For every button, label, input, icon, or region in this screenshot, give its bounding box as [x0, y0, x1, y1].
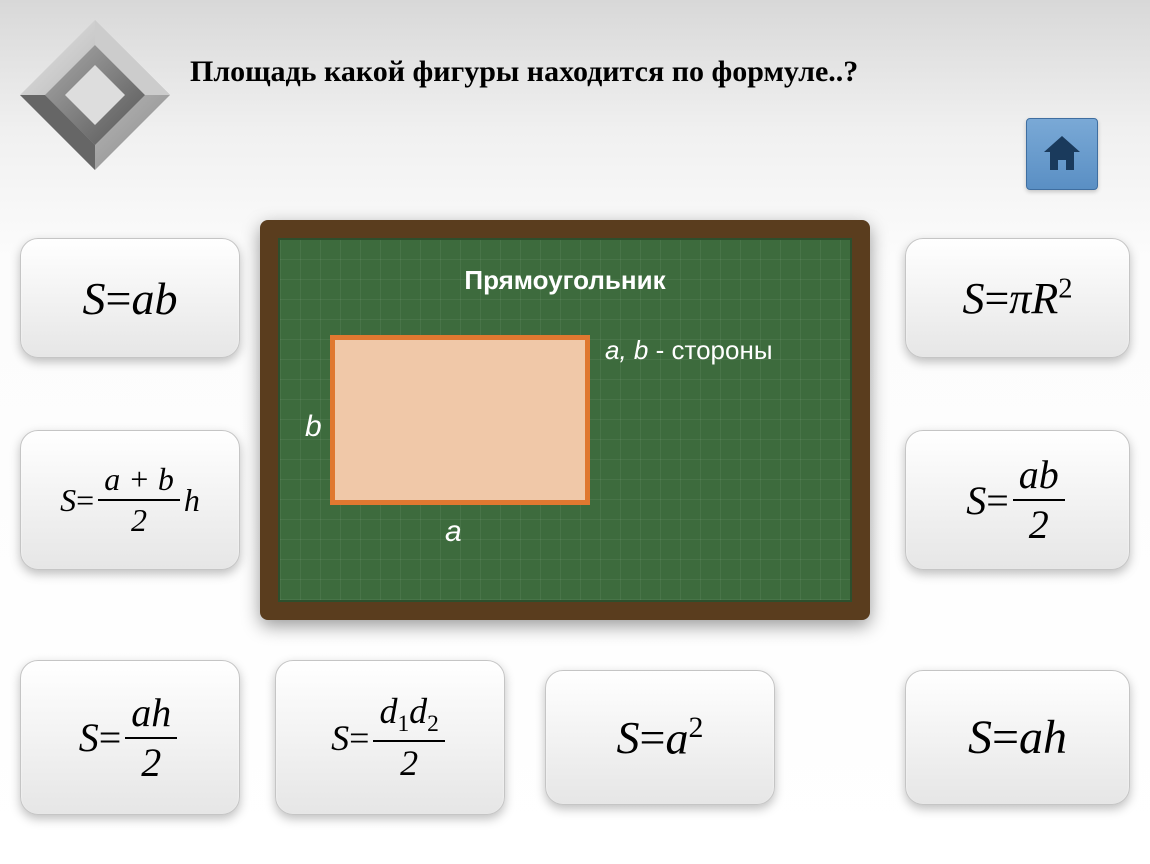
formula-card-trapezoid[interactable]: S = a + b2 h — [20, 430, 240, 570]
rectangle-shape — [330, 335, 590, 505]
logo-icon — [10, 10, 180, 180]
home-icon — [1040, 132, 1084, 176]
home-button[interactable] — [1026, 118, 1098, 190]
shape-title: Прямоугольник — [280, 265, 850, 296]
chalkboard: Прямоугольник a, b - стороны b a — [260, 220, 870, 620]
formula-card-ab-half[interactable]: S = ab2 — [905, 430, 1130, 570]
chalkboard-surface: Прямоугольник a, b - стороны b a — [278, 238, 852, 602]
formula-card-ab[interactable]: S = ab — [20, 238, 240, 358]
formula-card-a-squared[interactable]: S = a2 — [545, 670, 775, 805]
formula-card-ah[interactable]: S=ah — [905, 670, 1130, 805]
formula-card-ah-half[interactable]: S = ah2 — [20, 660, 240, 815]
formula-card-pi-r-squared[interactable]: S = πR2 — [905, 238, 1130, 358]
legend-rest: - стороны — [648, 335, 772, 365]
legend-vars: a, b — [605, 335, 648, 365]
legend-text: a, b - стороны — [605, 335, 773, 366]
page-title: Площадь какой фигуры находится по формул… — [190, 55, 858, 89]
label-b: b — [305, 410, 322, 444]
formula-card-diagonals[interactable]: S = d1d22 — [275, 660, 505, 815]
label-a: a — [445, 515, 462, 549]
